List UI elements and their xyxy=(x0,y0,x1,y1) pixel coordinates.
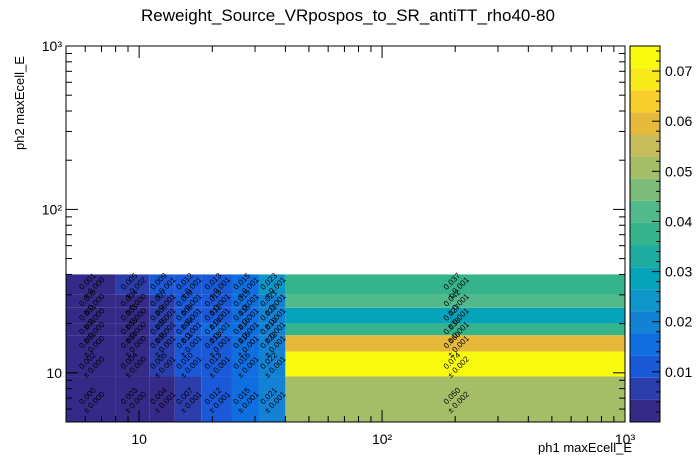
y-axis-label: ph2 maxEcell_E xyxy=(12,56,27,150)
heatmap-cell xyxy=(285,376,625,422)
heatmap-cell xyxy=(115,274,150,295)
colorbar-segment xyxy=(630,245,660,268)
heatmap-cell xyxy=(66,294,116,308)
plot-frame xyxy=(65,45,626,423)
heatmap-cell xyxy=(258,323,286,336)
colorbar-segment xyxy=(630,399,660,422)
colorbar-segment xyxy=(630,311,660,334)
heatmap-cell xyxy=(231,351,259,377)
heatmap-cell xyxy=(285,351,625,377)
y-tick-label: 10² xyxy=(42,201,63,217)
heatmap-cell xyxy=(174,294,202,308)
heatmap-cell xyxy=(258,376,286,422)
heatmap-cell xyxy=(231,335,259,352)
heatmap-cell xyxy=(201,274,232,295)
heatmap-cell xyxy=(258,274,286,295)
heatmap-cell xyxy=(115,335,150,352)
colorbar-tick-label: 0.05 xyxy=(665,163,692,179)
heatmap-cell xyxy=(66,351,116,377)
chart-title: Reweight_Source_VRpospos_to_SR_antiTT_rh… xyxy=(141,6,555,25)
y-tick-label: 10 xyxy=(46,365,62,381)
heatmap-cell xyxy=(285,323,625,336)
heatmap-cell xyxy=(174,335,202,352)
heatmap-cell xyxy=(174,376,202,422)
colorbar-segment xyxy=(630,333,660,356)
heatmap-cell xyxy=(66,335,116,352)
colorbar-segment xyxy=(630,46,660,69)
x-axis-label: ph1 maxEcell_E xyxy=(538,440,632,455)
colorbar-segment xyxy=(630,68,660,91)
colorbar-segment xyxy=(630,112,660,135)
colorbar-frame xyxy=(629,45,661,423)
heatmap-cell xyxy=(231,323,259,336)
x-tick-label: 10² xyxy=(372,431,393,447)
heatmap-cell xyxy=(149,376,175,422)
colorbar-segment xyxy=(630,355,660,378)
heatmap-cell xyxy=(149,294,175,308)
colorbar-tick-label: 0.04 xyxy=(665,213,692,229)
heatmap-cell xyxy=(66,274,116,295)
heatmap-cell xyxy=(258,294,286,308)
x-tick-label: 10 xyxy=(131,431,147,447)
colorbar-segment xyxy=(630,134,660,157)
heatmap-cell xyxy=(174,274,202,295)
heatmap-cell xyxy=(231,294,259,308)
colorbar-segment xyxy=(630,222,660,246)
heatmap-cell xyxy=(231,376,259,422)
heatmap-cell xyxy=(115,376,150,422)
heatmap-cell xyxy=(258,351,286,377)
heatmap-cell xyxy=(201,323,232,336)
heatmap-cell xyxy=(285,335,625,352)
heatmap-cell xyxy=(285,294,625,308)
colorbar-tick-label: 0.07 xyxy=(665,63,692,79)
heatmap-cell xyxy=(174,351,202,377)
heatmap-cell xyxy=(201,307,232,324)
heatmap-cell xyxy=(201,335,232,352)
x-tick-label: 10³ xyxy=(615,431,636,447)
heatmap-cell xyxy=(201,351,232,377)
heatmap-cell xyxy=(174,323,202,336)
heatmap-cell xyxy=(231,307,259,324)
heatmap-cell xyxy=(149,335,175,352)
heatmap-cell xyxy=(66,376,116,422)
colorbar-segment xyxy=(630,178,660,201)
heatmap-cell xyxy=(201,294,232,308)
heatmap-cell xyxy=(115,351,150,377)
heatmap-cell xyxy=(115,307,150,324)
heatmap-cell xyxy=(149,274,175,295)
y-tick-label: 10³ xyxy=(42,38,63,54)
heatmap-cell xyxy=(285,274,625,295)
colorbar-segment xyxy=(630,267,660,290)
heatmap-cell xyxy=(149,323,175,336)
heatmap-cell xyxy=(174,307,202,324)
colorbar-segment xyxy=(630,289,660,312)
colorbar-tick-label: 0.06 xyxy=(665,113,692,129)
heatmap-cell xyxy=(258,307,286,324)
heatmap-cell xyxy=(258,335,286,352)
heatmap-cell xyxy=(149,351,175,377)
heatmap-cell xyxy=(231,274,259,295)
colorbar-segment xyxy=(630,377,660,400)
colorbar-segment xyxy=(630,200,660,223)
colorbar-tick-label: 0.01 xyxy=(665,364,692,380)
heatmap-cell xyxy=(149,307,175,324)
colorbar-tick-label: 0.02 xyxy=(665,314,692,330)
heatmap-cell xyxy=(201,376,232,422)
heatmap-cell xyxy=(66,323,116,336)
heatmap-cell xyxy=(115,294,150,308)
colorbar-tick-label: 0.03 xyxy=(665,264,692,280)
heatmap-cell xyxy=(115,323,150,336)
colorbar-segment xyxy=(630,90,660,113)
heatmap-cell xyxy=(66,307,116,324)
colorbar-segment xyxy=(630,156,660,179)
heatmap-cell xyxy=(285,307,625,324)
